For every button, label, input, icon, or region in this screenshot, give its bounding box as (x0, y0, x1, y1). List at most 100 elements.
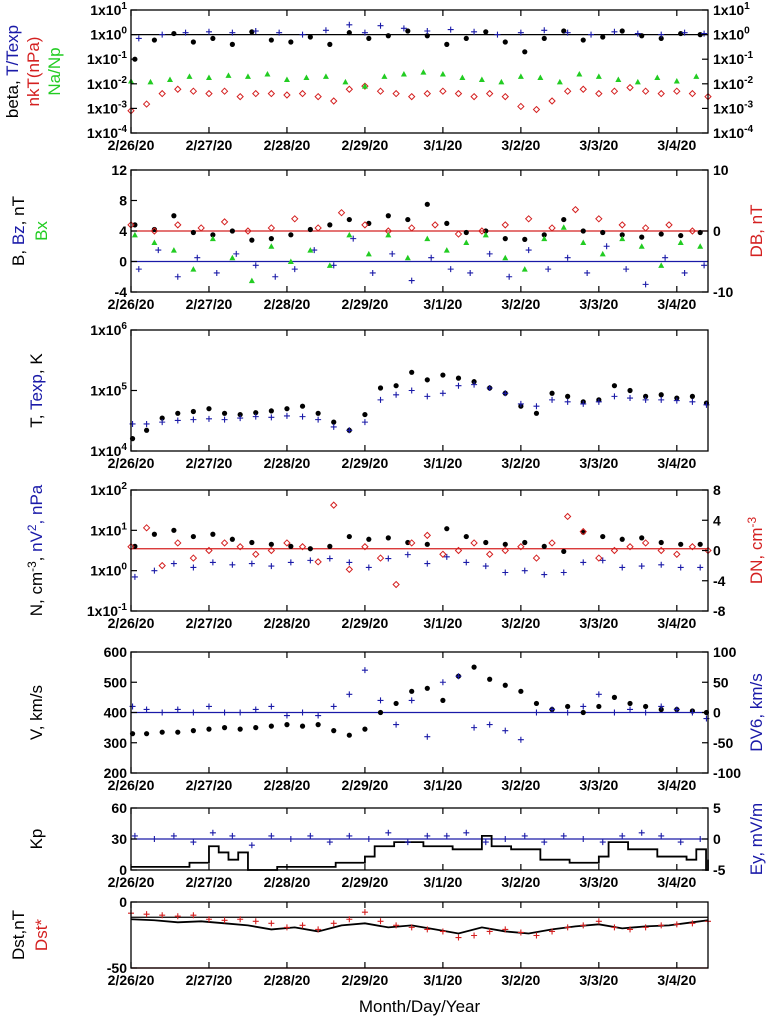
data-point (346, 559, 353, 566)
data-point (627, 700, 633, 707)
data-point (252, 918, 259, 925)
y-tick-label-right: 100 (713, 644, 737, 660)
data-point (673, 550, 681, 558)
data-point (252, 413, 259, 420)
x-tick-label: 2/29/20 (342, 455, 389, 471)
data-point (579, 527, 587, 536)
data-point (521, 266, 528, 272)
data-point (658, 31, 665, 38)
data-point (603, 243, 610, 250)
data-point (658, 262, 665, 268)
data-point (331, 419, 337, 425)
data-point (276, 29, 283, 36)
data-point (151, 37, 157, 43)
data-point (365, 250, 372, 257)
data-point (287, 258, 294, 264)
data-point (525, 247, 532, 254)
data-point (549, 396, 556, 403)
y-tick-label-right: 1x101​ (713, 1, 750, 18)
data-point (545, 266, 552, 273)
data-point (237, 709, 244, 716)
data-point (206, 726, 212, 732)
data-point (131, 573, 138, 580)
data-point (407, 92, 416, 101)
data-point (299, 709, 306, 716)
data-point (221, 709, 228, 716)
data-point (658, 35, 664, 42)
data-point (482, 231, 489, 238)
data-point (517, 73, 524, 79)
x-tick-label: 2/27/20 (186, 615, 233, 631)
data-point (541, 232, 547, 238)
data-point (483, 539, 489, 546)
data-point (697, 541, 703, 547)
data-point (424, 733, 431, 740)
data-point (424, 560, 431, 567)
data-point (599, 839, 606, 846)
data-point (502, 926, 509, 933)
data-point (283, 76, 290, 82)
data-point (221, 416, 228, 423)
data-point (365, 836, 372, 842)
data-point (190, 408, 196, 415)
y-tick-label-right: 0 (713, 223, 721, 239)
series-black-dot (129, 664, 710, 738)
series-green-triangle (131, 224, 704, 284)
data-point (580, 400, 587, 407)
data-point (502, 39, 508, 45)
data-point (283, 91, 291, 99)
data-point (658, 396, 665, 403)
data-point (303, 74, 310, 81)
data-point (143, 420, 150, 427)
data-point (610, 87, 619, 95)
data-point (175, 410, 181, 416)
data-point (283, 412, 290, 419)
y-tick-label-right: -10 (713, 284, 733, 300)
data-point (143, 706, 150, 713)
data-point (486, 384, 493, 391)
data-point (571, 205, 580, 214)
data-point (619, 235, 626, 242)
y-tick-label: 0 (119, 862, 127, 878)
data-point (159, 912, 166, 919)
data-point (533, 932, 540, 939)
data-point (298, 89, 307, 98)
data-point (244, 73, 251, 79)
data-point (248, 560, 255, 567)
data-point (322, 73, 329, 79)
data-point (171, 527, 177, 533)
data-point (229, 228, 235, 234)
data-point (673, 77, 680, 84)
data-point (400, 71, 407, 77)
data-point (237, 411, 243, 418)
data-point (159, 415, 165, 421)
data-point (346, 832, 353, 839)
data-point (689, 709, 696, 716)
data-point (170, 832, 177, 839)
data-point (471, 664, 477, 670)
x-tick-label: 2/29/20 (342, 137, 389, 153)
data-point (623, 266, 630, 273)
data-point (486, 928, 493, 935)
data-point (688, 227, 697, 235)
data-point (454, 230, 463, 238)
data-point (471, 932, 478, 939)
data-point (639, 234, 645, 240)
data-point (408, 697, 415, 704)
data-point (244, 227, 252, 235)
data-point (268, 236, 274, 242)
data-point (463, 559, 470, 566)
data-point (485, 89, 494, 98)
data-point (444, 41, 450, 47)
data-point (237, 726, 243, 732)
data-point (439, 550, 447, 558)
series-green-triangle (128, 69, 700, 89)
data-point (424, 201, 430, 207)
data-point (580, 239, 587, 245)
data-point (284, 722, 290, 728)
x-tick-label: 2/29/20 (342, 874, 389, 890)
data-point (518, 688, 524, 694)
y-tick-label: 1x101​ (90, 1, 127, 18)
x-tick-label: 3/2/20 (501, 874, 540, 890)
data-point (580, 37, 586, 43)
